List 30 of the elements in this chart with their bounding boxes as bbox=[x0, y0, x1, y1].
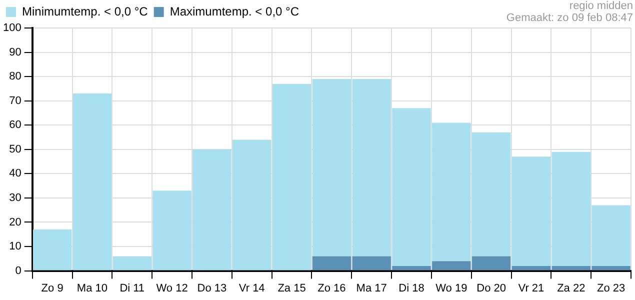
x-tick-label: Do 20 bbox=[476, 282, 506, 294]
y-tick-label: 30 bbox=[9, 192, 22, 204]
x-tick-label: Vr 14 bbox=[238, 282, 265, 294]
x-tick-label: Za 15 bbox=[278, 282, 306, 294]
y-tick-label: 90 bbox=[9, 46, 22, 58]
y-tick-label: 20 bbox=[9, 216, 22, 228]
y-tick-label: 40 bbox=[9, 168, 22, 180]
x-tick-label: Wo 19 bbox=[436, 282, 468, 294]
x-tick-label: Ma 17 bbox=[356, 282, 387, 294]
x-tick-label: Wo 12 bbox=[156, 282, 188, 294]
text: regio midden bbox=[568, 0, 633, 12]
x-tick-label: Zo 16 bbox=[318, 282, 346, 294]
y-tick-label: 50 bbox=[9, 143, 22, 156]
y-tick-label: 10 bbox=[9, 240, 22, 253]
y-tick-label: 0 bbox=[15, 264, 22, 277]
legend-label: Minimumtemp. < 0,0 °C bbox=[22, 4, 148, 18]
y-tick-label: 70 bbox=[9, 94, 22, 107]
x-tick-label: Do 13 bbox=[197, 282, 227, 294]
x-tick-label: Zo 9 bbox=[41, 282, 64, 294]
x-tick-label: Zo 23 bbox=[596, 282, 626, 294]
x-tick-label: Di 18 bbox=[398, 282, 424, 294]
x-tick-label: Za 22 bbox=[557, 282, 586, 294]
y-tick-label: 100 bbox=[2, 22, 22, 34]
x-tick-label: Di 11 bbox=[120, 282, 145, 294]
y-tick-label: 80 bbox=[9, 70, 22, 83]
text: Gemaakt: zo 09 feb 08:47 bbox=[506, 12, 633, 24]
y-tick-label: 60 bbox=[9, 119, 22, 132]
x-tick-label: Ma 10 bbox=[76, 282, 108, 294]
x-tick-label: Vr 21 bbox=[518, 282, 544, 294]
legend-label: Maximumtemp. < 0,0 °C bbox=[170, 4, 300, 18]
